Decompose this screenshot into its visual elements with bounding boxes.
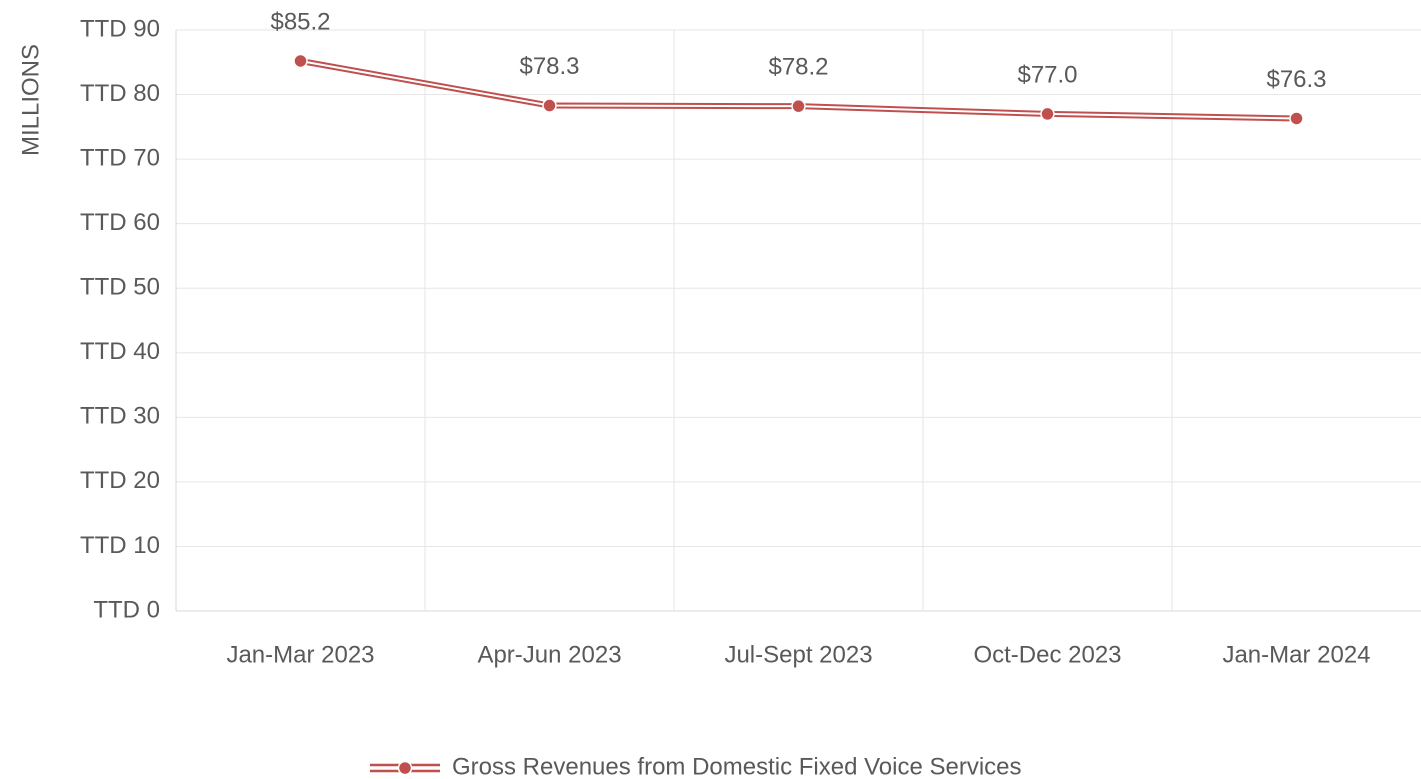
legend-marker — [397, 760, 413, 776]
x-tick-label: Apr-Jun 2023 — [477, 641, 621, 668]
x-tick-label: Oct-Dec 2023 — [973, 641, 1121, 668]
data-label: $78.3 — [519, 53, 579, 80]
y-tick-label: TTD 20 — [80, 467, 160, 494]
y-tick-label: TTD 30 — [80, 403, 160, 430]
data-label: $76.3 — [1266, 66, 1326, 93]
marker — [542, 98, 557, 113]
marker — [791, 98, 806, 114]
y-tick-label: TTD 0 — [93, 596, 160, 623]
y-tick-label: TTD 60 — [80, 209, 160, 236]
y-axis-label: MILLIONS — [17, 44, 44, 156]
x-tick-label: Jan-Mar 2024 — [1222, 641, 1370, 668]
y-tick-label: TTD 50 — [80, 274, 160, 301]
y-tick-label: TTD 90 — [80, 15, 160, 42]
x-tick-label: Jan-Mar 2023 — [226, 641, 374, 668]
y-tick-label: TTD 40 — [80, 338, 160, 365]
y-tick-label: TTD 70 — [80, 144, 160, 171]
y-tick-label: TTD 10 — [80, 532, 160, 559]
data-label: $77.0 — [1017, 61, 1077, 88]
legend-label: Gross Revenues from Domestic Fixed Voice… — [452, 753, 1022, 779]
marker — [1040, 106, 1055, 122]
marker — [1289, 111, 1304, 126]
data-label: $85.2 — [270, 8, 330, 35]
y-tick-label: TTD 80 — [80, 80, 160, 107]
x-tick-label: Jul-Sept 2023 — [724, 641, 872, 668]
data-label: $78.2 — [768, 54, 828, 81]
marker — [293, 53, 308, 69]
